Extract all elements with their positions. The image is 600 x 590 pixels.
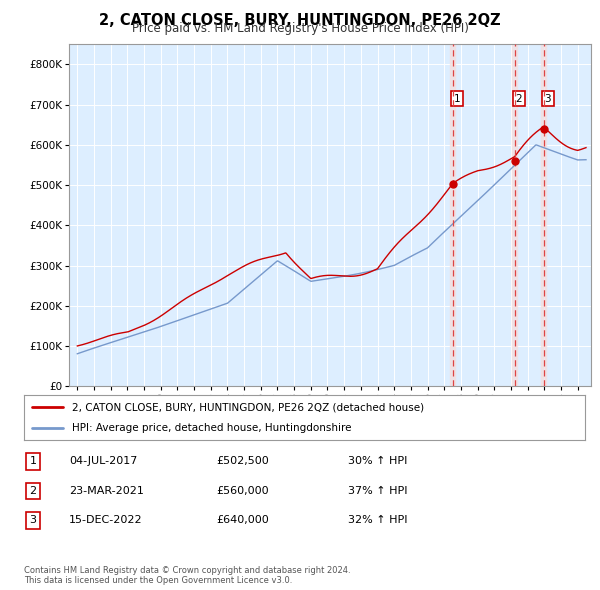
- Text: 3: 3: [29, 516, 37, 525]
- Text: Price paid vs. HM Land Registry's House Price Index (HPI): Price paid vs. HM Land Registry's House …: [131, 22, 469, 35]
- Text: 15-DEC-2022: 15-DEC-2022: [69, 516, 143, 525]
- Text: 32% ↑ HPI: 32% ↑ HPI: [348, 516, 407, 525]
- Text: 37% ↑ HPI: 37% ↑ HPI: [348, 486, 407, 496]
- Text: 2: 2: [515, 94, 522, 104]
- Text: £640,000: £640,000: [216, 516, 269, 525]
- Text: Contains HM Land Registry data © Crown copyright and database right 2024.
This d: Contains HM Land Registry data © Crown c…: [24, 566, 350, 585]
- Text: 3: 3: [544, 94, 551, 104]
- Text: 04-JUL-2017: 04-JUL-2017: [69, 457, 137, 466]
- Text: 23-MAR-2021: 23-MAR-2021: [69, 486, 144, 496]
- Text: £502,500: £502,500: [216, 457, 269, 466]
- Bar: [450, 44, 455, 386]
- Text: 2, CATON CLOSE, BURY, HUNTINGDON, PE26 2QZ (detached house): 2, CATON CLOSE, BURY, HUNTINGDON, PE26 2…: [71, 402, 424, 412]
- Text: 1: 1: [29, 457, 37, 466]
- Text: £560,000: £560,000: [216, 486, 269, 496]
- Bar: [512, 44, 517, 386]
- Text: 30% ↑ HPI: 30% ↑ HPI: [348, 457, 407, 466]
- Text: 1: 1: [454, 94, 460, 104]
- Bar: [541, 44, 546, 386]
- Text: 2, CATON CLOSE, BURY, HUNTINGDON, PE26 2QZ: 2, CATON CLOSE, BURY, HUNTINGDON, PE26 2…: [99, 12, 501, 28]
- Text: HPI: Average price, detached house, Huntingdonshire: HPI: Average price, detached house, Hunt…: [71, 422, 351, 432]
- Text: 2: 2: [29, 486, 37, 496]
